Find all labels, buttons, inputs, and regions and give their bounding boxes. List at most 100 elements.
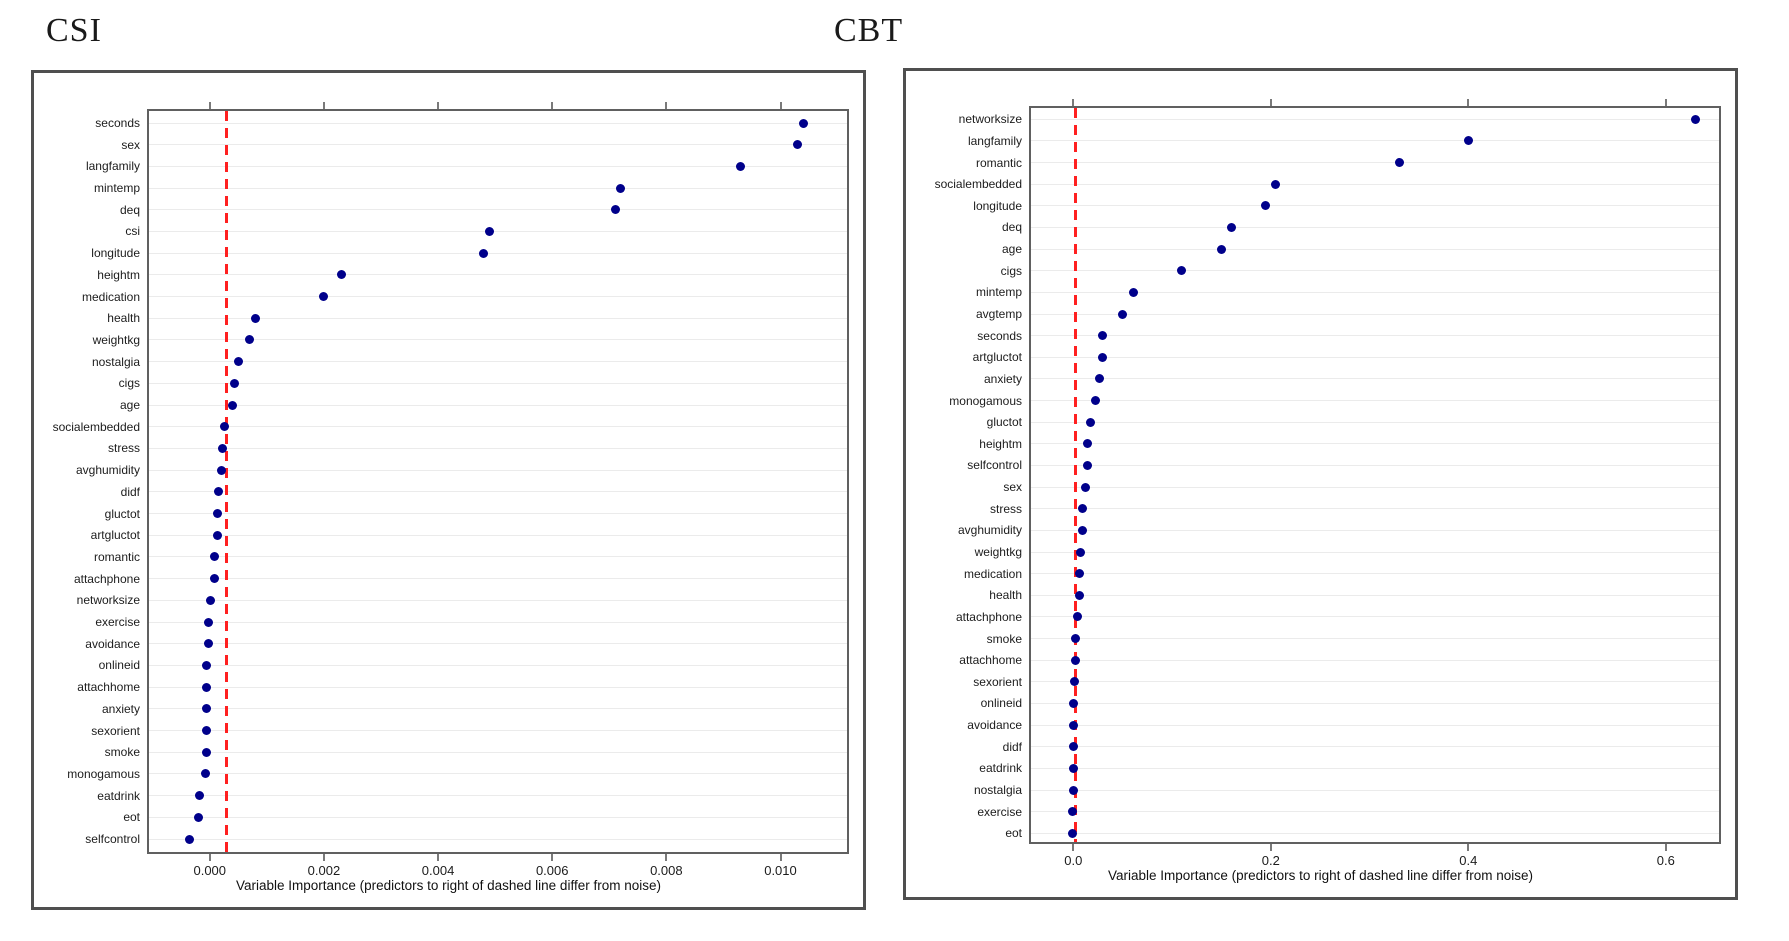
gridline [1031, 356, 1719, 358]
x-axis-tick [1269, 844, 1272, 851]
x-axis-tick-label: 0.0 [1064, 853, 1083, 868]
gridline [1031, 291, 1719, 293]
x-axis-tick-label: 0.002 [307, 863, 341, 878]
y-axis-label: weightkg [974, 545, 1022, 560]
data-point [1226, 222, 1236, 232]
gridline [1031, 443, 1719, 445]
data-point [230, 378, 240, 388]
y-axis-label: networksize [76, 593, 140, 608]
x-axis-tick [1467, 844, 1470, 851]
x-axis-tick-top [1269, 99, 1272, 106]
data-point [185, 834, 195, 844]
gridline [1031, 594, 1719, 596]
data-point [1098, 352, 1108, 362]
y-axis-label: anxiety [983, 371, 1022, 386]
y-axis-label: sexorient [91, 723, 140, 738]
y-axis-label: anxiety [101, 701, 140, 716]
gridline [1031, 789, 1719, 791]
y-axis-label: cigs [1000, 263, 1022, 278]
y-axis-label: stress [107, 441, 140, 456]
y-axis-label: medication [963, 566, 1022, 581]
gridline [1031, 746, 1719, 748]
y-axis-label: nostalgia [973, 783, 1022, 798]
y-axis-label: medication [81, 289, 140, 304]
gridline [149, 708, 847, 710]
gridline [1031, 659, 1719, 661]
gridline [1031, 767, 1719, 769]
gridline [1031, 638, 1719, 640]
gridline [149, 187, 847, 189]
gridline [149, 773, 847, 775]
gridline [149, 621, 847, 623]
y-axis-label: gluctot [986, 415, 1022, 430]
data-point [233, 357, 243, 367]
data-point [1082, 439, 1092, 449]
y-axis-label: csi [125, 224, 140, 239]
x-axis-tick-label: 0.006 [535, 863, 569, 878]
gridline [1031, 183, 1719, 185]
gridline [1031, 616, 1719, 618]
gridline [149, 513, 847, 515]
y-axis-label: weightkg [92, 332, 140, 347]
x-axis-tick [1072, 844, 1075, 851]
y-axis-label: artgluctot [90, 528, 140, 543]
y-axis-label: didf [120, 484, 140, 499]
csi-plot-area [147, 109, 849, 854]
x-axis-tick [208, 854, 211, 861]
data-point [1071, 655, 1080, 665]
noise-threshold-line [1073, 108, 1077, 842]
data-point [1271, 179, 1281, 189]
y-axis-label: avoidance [967, 718, 1022, 733]
x-axis-tick-top [1467, 99, 1470, 106]
y-axis-label: stress [989, 501, 1022, 516]
y-axis-label: eatdrink [97, 788, 140, 803]
x-axis-tick-label: 0.4 [1459, 853, 1478, 868]
x-axis-tick-label: 0.008 [650, 863, 683, 878]
gridline [149, 795, 847, 797]
y-axis-label: avgtemp [975, 307, 1022, 322]
y-axis-label: deq [1001, 220, 1022, 235]
gridline [149, 816, 847, 818]
gridline [149, 643, 847, 645]
x-axis-tick-label: 0.004 [421, 863, 455, 878]
x-axis-tick [1664, 844, 1667, 851]
data-point [1068, 785, 1078, 795]
data-point [1094, 374, 1104, 384]
data-point [479, 248, 489, 258]
gridline [1031, 313, 1719, 315]
gridline [149, 578, 847, 580]
data-point [212, 509, 222, 519]
gridline [149, 339, 847, 341]
y-axis-label: sexorient [973, 674, 1022, 689]
gridline [149, 165, 847, 167]
x-axis-tick-top [551, 102, 554, 109]
data-point [201, 747, 211, 757]
gridline [1031, 400, 1719, 402]
data-point [1690, 114, 1700, 124]
data-point [216, 465, 226, 475]
gridline [1031, 702, 1719, 704]
gridline [1031, 421, 1719, 423]
y-axis-label: longitude [91, 246, 140, 261]
y-axis-label: sex [1003, 480, 1022, 495]
csi-x-axis-caption: Variable Importance (predictors to right… [236, 878, 661, 893]
x-axis-tick [322, 854, 325, 861]
x-axis-tick-top [437, 102, 440, 109]
data-point [1394, 158, 1404, 168]
y-axis-label: exercise [977, 804, 1022, 819]
y-axis-label: attachhome [77, 680, 140, 695]
gridline [1031, 378, 1719, 380]
x-axis-tick-label: 0.2 [1261, 853, 1280, 868]
data-point [200, 769, 210, 779]
gridline [1031, 162, 1719, 164]
gridline [149, 361, 847, 363]
gridline [1031, 226, 1719, 228]
y-axis-label: attachhome [959, 653, 1022, 668]
y-axis-label: longitude [973, 198, 1022, 213]
gridline [149, 209, 847, 211]
data-point [201, 660, 211, 670]
gridline [149, 469, 847, 471]
